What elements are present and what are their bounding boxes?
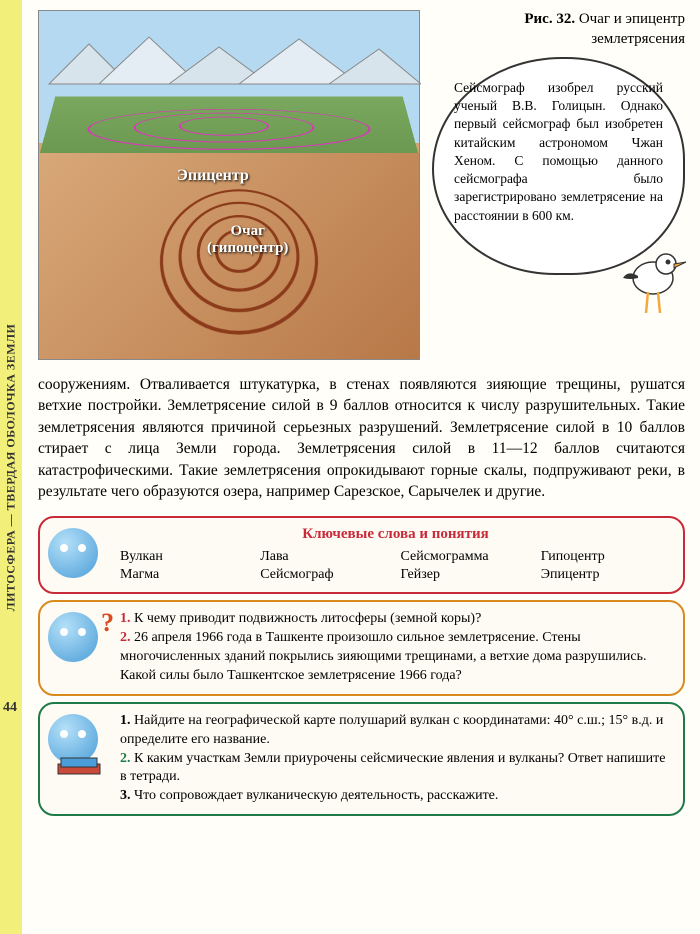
info-boxes: Ключевые слова и понятия Вулкан Лава Сей… bbox=[38, 516, 685, 816]
q-num: 3. bbox=[120, 788, 131, 803]
question-list-2: 1. Найдите на географической карте полуш… bbox=[120, 712, 671, 806]
term: Эпицентр bbox=[541, 567, 671, 583]
q-text: К каким участкам Земли приурочены сейсми… bbox=[120, 751, 665, 785]
bubble-text: Сейсмограф изобрел русский ученый В.В. Г… bbox=[454, 80, 663, 223]
key-terms-grid: Вулкан Лава Сейсмограмма Гипоцентр Магма… bbox=[120, 549, 671, 583]
side-tab-label: ЛИТОСФЕРА — ТВЕРДАЯ ОБОЛОЧКА ЗЕМЛИ bbox=[4, 323, 19, 611]
stork-icon bbox=[608, 238, 688, 318]
mountains-graphic bbox=[39, 29, 421, 89]
q-text: К чему приводит подвижность литосферы (з… bbox=[134, 611, 481, 626]
epicenter-label: Эпицентр bbox=[177, 167, 249, 185]
q-num: 1. bbox=[120, 713, 131, 728]
caption-text: Очаг и эпицентр землетрясения bbox=[579, 11, 685, 47]
key-terms-box: Ключевые слова и понятия Вулкан Лава Сей… bbox=[38, 516, 685, 594]
questions-box-2: 1. Найдите на географической карте полуш… bbox=[38, 702, 685, 816]
term: Сейсмограмма bbox=[401, 549, 531, 565]
term: Гейзер bbox=[401, 567, 531, 583]
teacher-icon bbox=[48, 528, 110, 590]
term: Сейсмограф bbox=[260, 567, 390, 583]
focus-label-line2: (гипоцентр) bbox=[207, 240, 288, 256]
top-section: Эпицентр Очаг (гипоцентр) Рис. 32. Очаг … bbox=[38, 10, 685, 360]
question-icon: ? bbox=[48, 612, 110, 674]
focus-label: Очаг (гипоцентр) bbox=[207, 223, 288, 257]
term: Лава bbox=[260, 549, 390, 565]
term: Магма bbox=[120, 567, 250, 583]
q-num: 1. bbox=[120, 611, 131, 626]
q-num: 2. bbox=[120, 751, 131, 766]
page-content: Эпицентр Очаг (гипоцентр) Рис. 32. Очаг … bbox=[28, 0, 700, 826]
q-num: 2. bbox=[120, 630, 131, 645]
q-text: Что сопровождает вулканическую деятельно… bbox=[134, 788, 498, 803]
page-number: 44 bbox=[3, 700, 17, 716]
caption-prefix: Рис. 32. bbox=[524, 11, 575, 27]
books-icon bbox=[48, 714, 110, 776]
info-bubble: Сейсмограф изобрел русский ученый В.В. Г… bbox=[432, 57, 685, 275]
q-text: 26 апреля 1966 года в Ташкенте произошло… bbox=[120, 630, 647, 683]
body-paragraph: сооружениям. Отваливается штукатурка, в … bbox=[38, 374, 685, 502]
key-terms-title: Ключевые слова и понятия bbox=[120, 526, 671, 543]
questions-box-1: ? 1. К чему приводит подвижность литосфе… bbox=[38, 600, 685, 696]
question-list-1: 1. К чему приводит подвижность литосферы… bbox=[120, 610, 671, 686]
term: Вулкан bbox=[120, 549, 250, 565]
term: Гипоцентр bbox=[541, 549, 671, 565]
q-text: Найдите на географической карте полушари… bbox=[120, 713, 663, 747]
right-column: Рис. 32. Очаг и эпицентр землетрясения С… bbox=[432, 10, 685, 360]
earthquake-diagram: Эпицентр Очаг (гипоцентр) bbox=[38, 10, 420, 360]
side-tab: ЛИТОСФЕРА — ТВЕРДАЯ ОБОЛОЧКА ЗЕМЛИ bbox=[0, 0, 22, 934]
focus-label-line1: Очаг bbox=[230, 223, 264, 239]
figure-caption: Рис. 32. Очаг и эпицентр землетрясения bbox=[432, 10, 685, 49]
